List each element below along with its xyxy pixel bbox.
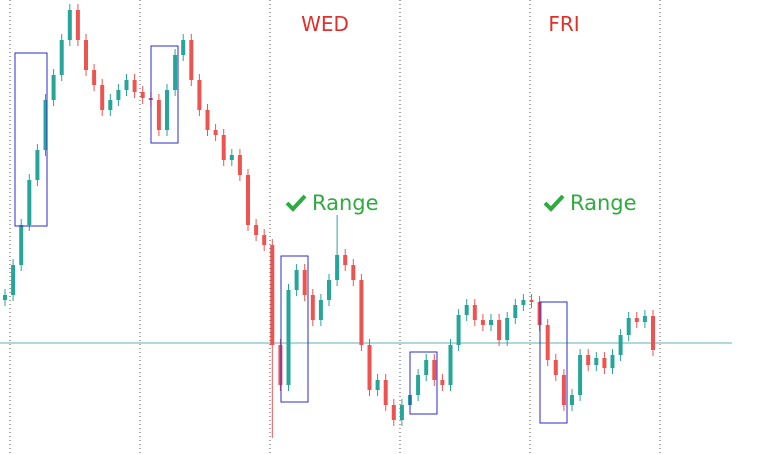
candle-body (318, 300, 323, 320)
candle-body (189, 40, 194, 80)
candle-body (416, 375, 421, 395)
candle-body (237, 155, 242, 175)
candle-body (197, 80, 202, 110)
check-icon (285, 194, 307, 212)
candle-body (561, 375, 566, 405)
range-label: Range (312, 191, 379, 215)
candle-body (262, 235, 267, 245)
range-box (150, 45, 179, 144)
candles (3, 4, 655, 438)
candle-body (456, 315, 461, 345)
candle-body (497, 320, 502, 340)
candle-body (343, 255, 348, 265)
range-box (280, 255, 309, 403)
candle-body (351, 265, 356, 280)
candle-body (116, 90, 121, 100)
candle-body (480, 320, 485, 325)
candle-body (156, 100, 161, 130)
candle-body (19, 225, 24, 265)
candle-body (84, 40, 88, 70)
candle-body (278, 345, 283, 385)
candle-body (618, 335, 623, 355)
candle-body (626, 318, 631, 335)
candle-body (642, 316, 647, 322)
candle-body (545, 325, 550, 360)
candle-body (521, 300, 526, 305)
candle-body (529, 300, 534, 302)
candle-body (440, 380, 445, 385)
candle-body (132, 80, 137, 92)
candle-body (610, 355, 615, 368)
candle-body (586, 355, 591, 365)
candle-body (399, 405, 404, 420)
candle-body (424, 360, 429, 375)
candle-body (359, 280, 364, 345)
candle-body (594, 358, 599, 365)
candle-body (35, 150, 40, 180)
candle-body (59, 40, 64, 75)
candle-body (92, 70, 97, 85)
candle-body (448, 345, 453, 385)
day-label: WED (301, 12, 349, 36)
day-label: FRI (548, 12, 579, 36)
candle-body (367, 345, 372, 390)
candle-body (108, 100, 113, 110)
candle-body (51, 75, 56, 100)
candle-body (310, 295, 315, 320)
candle-body (391, 405, 396, 420)
candle-body (472, 305, 477, 320)
candle-body (27, 180, 32, 225)
candle-body (100, 85, 105, 110)
candle-body (383, 380, 388, 405)
candle-body (432, 360, 437, 380)
range-boxes (14, 45, 568, 424)
candle-body (11, 265, 16, 295)
candle-body (254, 225, 259, 235)
candle-body (489, 320, 493, 325)
candle-body (294, 270, 299, 290)
candle-body (43, 100, 48, 150)
candle-body (505, 318, 510, 340)
candle-body (327, 280, 331, 300)
candle-body (375, 380, 380, 390)
candle-body (335, 255, 340, 280)
candle-body (578, 355, 583, 395)
candle-body (464, 305, 469, 315)
candle-body (165, 90, 169, 130)
candle-body (173, 55, 178, 90)
candle-body (513, 305, 518, 318)
candle-body (67, 10, 72, 40)
check-icon (543, 194, 565, 212)
candle-body (246, 175, 250, 225)
candle-body (602, 358, 607, 368)
candle-body (124, 80, 129, 90)
candle-body (75, 10, 80, 40)
candle-body (270, 245, 275, 345)
range-box (539, 301, 568, 424)
candle-body (3, 295, 7, 300)
candle-body (634, 318, 639, 322)
candle-body (229, 155, 234, 160)
candle-body (651, 316, 655, 350)
range-label: Range (570, 191, 637, 215)
candle-body (570, 395, 574, 405)
range-box (409, 351, 438, 415)
candle-body (181, 40, 186, 55)
candle-body (553, 360, 558, 375)
candle-body (205, 110, 210, 130)
candle-body (302, 270, 307, 295)
candle-body (213, 130, 218, 135)
candle-body (221, 135, 226, 160)
candle-body (140, 92, 145, 98)
candle-body (286, 290, 291, 385)
range-box (14, 52, 48, 227)
